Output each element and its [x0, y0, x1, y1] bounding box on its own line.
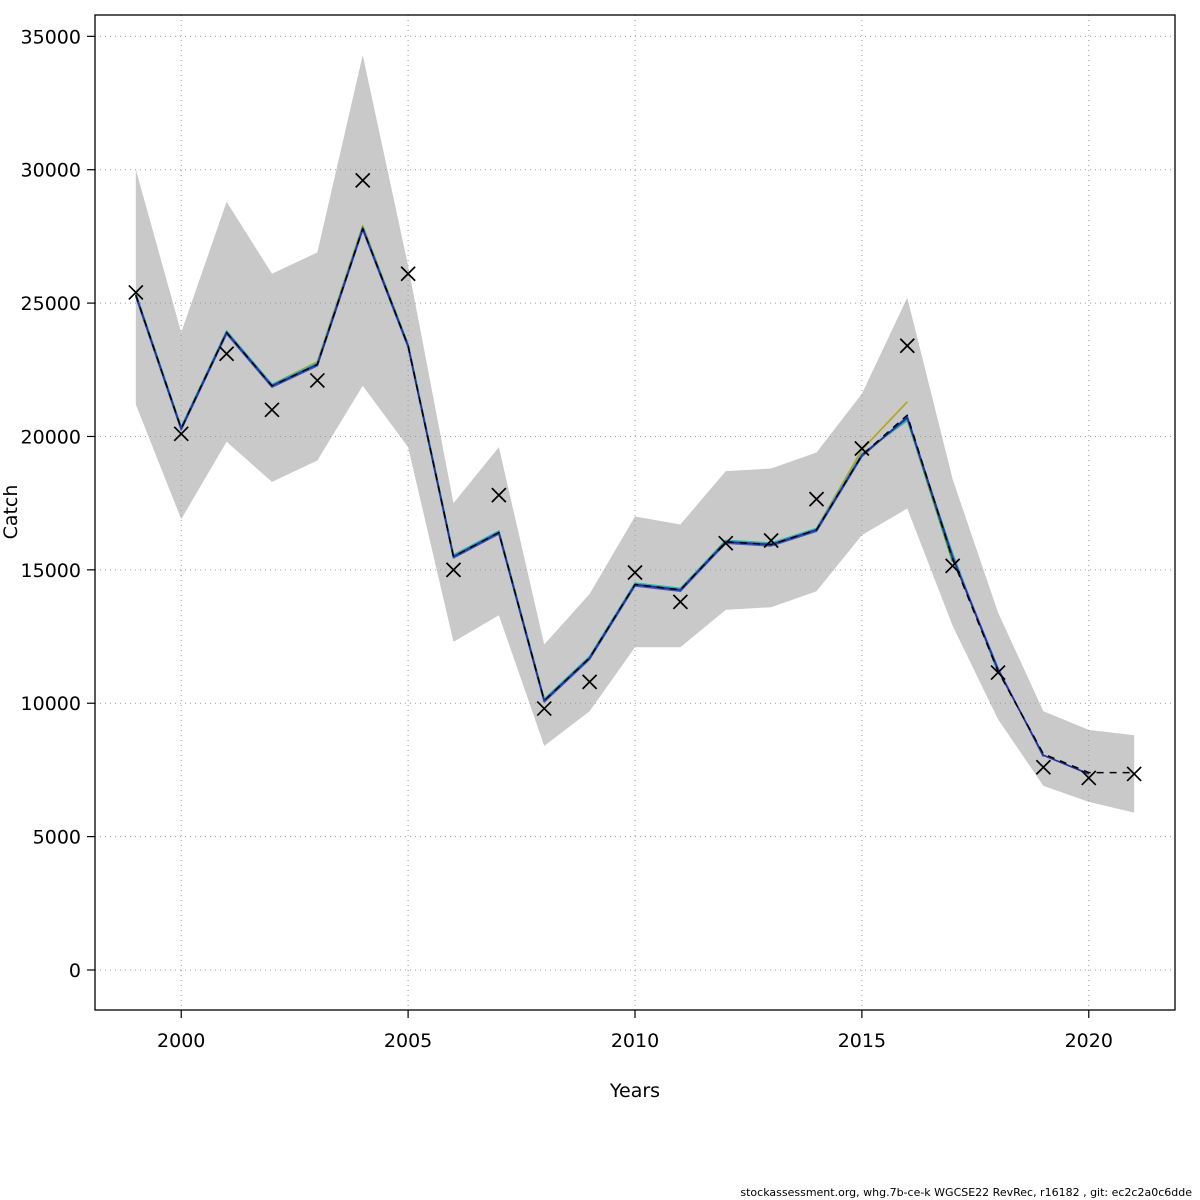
x-tick-label: 2005 — [384, 1030, 432, 1052]
observed-marker — [355, 172, 371, 188]
y-tick-label: 20000 — [21, 426, 81, 448]
x-tick-label: 2000 — [157, 1030, 205, 1052]
y-tick-label: 10000 — [21, 693, 81, 715]
observed-marker — [582, 674, 598, 690]
footer-credit: stockassessment.org, whg.7b-ce-k WGCSE22… — [740, 1186, 1192, 1199]
plot-area: 0 5000 10000 15000 20000 25000 30000 35000 2000 2… — [21, 14, 1176, 1052]
observed-marker — [1126, 766, 1142, 782]
observed-marker — [128, 284, 144, 301]
observed-marker — [990, 664, 1006, 681]
observed-marker — [808, 491, 825, 507]
confidence-band — [135, 55, 1135, 813]
x-tick-label: 2010 — [611, 1030, 659, 1052]
observed-marker — [899, 338, 915, 354]
x-tick-label: 2020 — [1065, 1030, 1113, 1052]
observed-marker — [491, 487, 507, 503]
observed-marker — [173, 426, 189, 442]
observed-marker — [264, 402, 280, 418]
y-tick-label: 15000 — [21, 560, 81, 582]
y-tick-label: 25000 — [21, 293, 81, 315]
y-tick-label: 0 — [69, 960, 81, 982]
observed-marker — [445, 562, 462, 578]
x-tick-label: 2015 — [838, 1030, 886, 1052]
observed-marker — [763, 532, 779, 549]
observed-marker — [672, 594, 688, 610]
y-tick-label: 30000 — [21, 160, 81, 182]
series-fit-final-dashed — [135, 227, 1135, 774]
observed-marker — [400, 266, 416, 282]
observed-marker — [536, 700, 552, 717]
observed-marker — [627, 564, 643, 581]
y-tick-label: 35000 — [21, 26, 81, 48]
observed-marker — [218, 346, 235, 362]
observed-marker — [945, 558, 961, 574]
x-axis-title: Years — [609, 1080, 660, 1102]
observed-marker — [309, 372, 325, 389]
y-tick-label: 5000 — [33, 827, 81, 849]
observed-marker — [1035, 759, 1052, 775]
observed-marker — [718, 535, 734, 551]
observed-marker — [1081, 770, 1097, 786]
observed-marker — [854, 440, 870, 457]
y-axis-title: Catch — [0, 485, 22, 540]
